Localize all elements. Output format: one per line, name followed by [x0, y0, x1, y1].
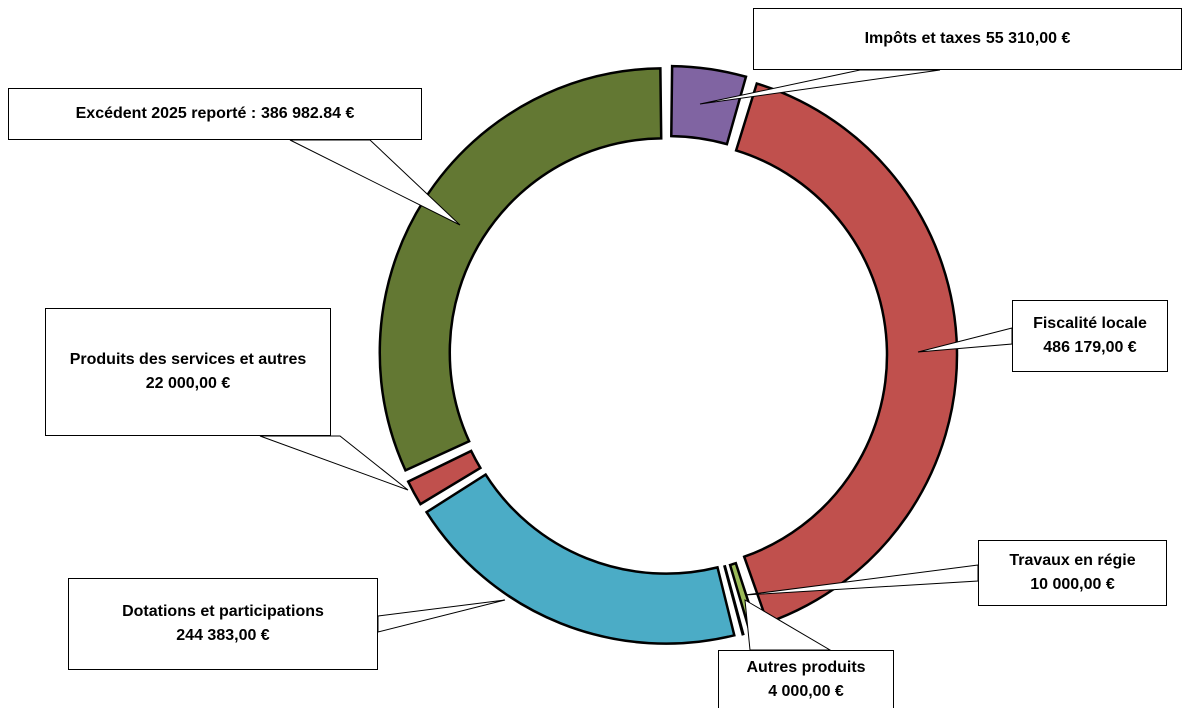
value-label: 10 000,00 €: [1030, 573, 1115, 597]
callout-pointer: [260, 436, 408, 490]
category-label: Excédent 2025 reporté :: [76, 102, 257, 126]
value-label: 244 383,00 €: [176, 624, 269, 648]
value-label: 4 000,00 €: [768, 680, 844, 704]
value-label: 486 179,00 €: [1043, 336, 1136, 360]
value-label: 22 000,00 €: [146, 372, 231, 396]
value-label: 386 982.84 €: [261, 102, 354, 126]
callout-pointer: [290, 140, 460, 225]
donut-segment: [671, 66, 746, 144]
donut-segment: [427, 475, 735, 644]
callout-pointer: [378, 600, 505, 632]
category-label: Fiscalité locale: [1033, 312, 1147, 336]
category-label: Travaux en régie: [1009, 549, 1135, 573]
donut-segment: [736, 84, 957, 623]
category-label: Impôts et taxes: [865, 27, 981, 51]
callout: Excédent 2025 reporté :386 982.84 €: [8, 88, 422, 140]
page: Impôts et taxes55 310,00 € Fiscalité loca…: [0, 0, 1189, 708]
category-label: Dotations et participations: [122, 600, 324, 624]
category-label: Autres produits: [746, 656, 865, 680]
value-label: 55 310,00 €: [986, 27, 1071, 51]
category-label: Produits des services et autres: [70, 348, 307, 372]
